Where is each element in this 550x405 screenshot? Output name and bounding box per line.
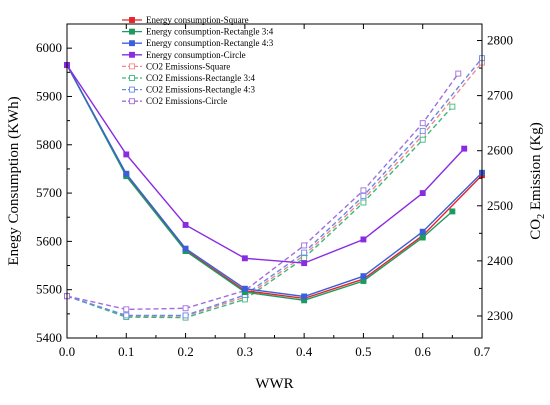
y-axis-title-right-subscript: 2 [536, 214, 547, 219]
y-left-tick-label: 5900 [36, 88, 62, 103]
legend-marker [129, 51, 135, 58]
data-point [123, 306, 130, 313]
y-right-tick-label: 2600 [487, 143, 513, 158]
data-point [123, 312, 130, 319]
data-point [301, 260, 308, 267]
legend-label: Energy consumption-Rectangle 3:4 [146, 27, 274, 37]
data-point [360, 278, 367, 284]
data-point [455, 70, 462, 77]
data-point [360, 199, 367, 206]
x-tick-label: 0.2 [177, 344, 193, 359]
data-point [241, 255, 248, 262]
y-right-tick-label: 2400 [487, 253, 513, 268]
y-left-tick-label: 5700 [36, 185, 62, 200]
legend-label: Energy consumption-Square [146, 15, 249, 25]
data-point [419, 228, 426, 235]
data-point [182, 305, 189, 312]
y-left-tick-label: 5800 [36, 137, 62, 152]
data-point [360, 273, 367, 280]
y-right-tick-label: 2800 [487, 33, 513, 48]
data-point [419, 136, 426, 143]
y-axis-title-right: CO2 Emission (Kg) [528, 122, 547, 240]
x-tick-label: 0.1 [118, 344, 134, 359]
legend-marker [129, 17, 135, 23]
legend-marker [129, 28, 135, 35]
data-point [360, 187, 367, 194]
legend-label: CO2 Emissions-Rectangle 3:4 [146, 73, 255, 83]
legend-marker [129, 40, 135, 47]
legend-label: CO2 Emissions-Circle [146, 96, 227, 106]
x-tick-label: 0.6 [415, 344, 432, 359]
data-point [182, 312, 189, 319]
x-tick-label: 0.3 [237, 344, 253, 359]
x-tick-label: 0.5 [355, 344, 371, 359]
data-point [461, 145, 468, 152]
data-point [419, 234, 426, 241]
data-point [360, 236, 367, 243]
data-point [123, 170, 130, 177]
data-point [301, 249, 308, 256]
data-point [419, 127, 426, 134]
data-point [449, 208, 456, 215]
data-point [241, 285, 248, 292]
series-line-2 [66, 64, 453, 302]
series-line-7 [66, 57, 483, 317]
x-tick-label: 0.4 [296, 344, 313, 359]
legend-label: Energy consumption-Circle [146, 50, 246, 60]
data-point [182, 222, 189, 228]
x-tick-label: 0.0 [59, 344, 75, 359]
data-point [419, 190, 426, 197]
series-line-3 [66, 64, 483, 298]
legend-label: CO2 Emissions-Square [146, 61, 230, 71]
x-axis-title: WWR [255, 376, 293, 392]
y-axis-title-right-part-1: CO [528, 219, 544, 240]
chart-marks [64, 55, 485, 321]
y-right-tick-label: 2300 [487, 308, 513, 323]
data-point [301, 242, 308, 249]
y-right-tick-label: 2500 [487, 198, 513, 213]
legend-label: CO2 Emissions-Rectangle 4:3 [146, 85, 255, 95]
data-point [419, 120, 426, 127]
data-point [182, 245, 189, 252]
data-point [123, 151, 130, 158]
legend-marker [129, 63, 135, 70]
x-tick-label: 0.7 [474, 344, 491, 359]
legend-marker [129, 75, 135, 81]
legend: Energy consumption-Square Energy consumpt… [122, 15, 274, 106]
legend-label: Energy consumption-Rectangle 4:3 [146, 38, 274, 48]
y-axis-title-right-part-2: Emission (Kg) [528, 122, 544, 214]
y-right-tick-label: 2700 [487, 88, 513, 103]
series-line-8 [66, 73, 459, 311]
series-line-4 [66, 64, 465, 264]
data-point [301, 255, 308, 262]
legend-marker [129, 86, 135, 93]
data-point [449, 103, 456, 110]
data-point [360, 192, 367, 199]
data-point [301, 293, 308, 300]
y-left-tick-label: 5600 [36, 233, 62, 248]
legend-marker [129, 98, 135, 105]
y-left-tick-label: 5400 [36, 330, 62, 345]
y-axis-title-left: Enegy Consumption (KWh) [6, 96, 22, 265]
y-left-tick-label: 5500 [36, 282, 62, 297]
axis-ticks: 0.0 0.1 0.2 0.3 0.4 0.5 0.6 0.7 5400 5500 5600 5700… [36, 24, 513, 359]
y-left-tick-label: 6000 [36, 40, 62, 55]
series-line-6 [66, 106, 453, 319]
